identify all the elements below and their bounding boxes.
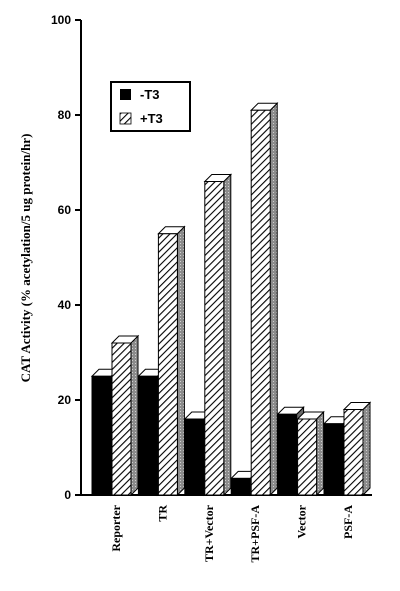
bar-plus-t3 <box>342 401 372 497</box>
bar-plus-t3 <box>110 334 140 497</box>
bar-side <box>223 173 232 497</box>
bar-front <box>204 181 225 496</box>
bar-front <box>277 413 298 496</box>
bar-front <box>137 375 158 496</box>
category-label: TR+PSF-A <box>248 505 262 563</box>
y-axis-title: CAT Activity (% acetylation/5 ug protein… <box>18 134 33 383</box>
y-tick-label: 60 <box>58 203 72 217</box>
category-label: TR <box>155 505 169 522</box>
legend-swatch-minus-t3 <box>120 89 131 100</box>
bar-front <box>323 423 344 496</box>
bar-front <box>91 375 112 496</box>
bar-front <box>343 409 364 496</box>
category-label: PSF-A <box>341 505 355 539</box>
y-tick-label: 20 <box>58 393 72 407</box>
category-label: Vector <box>295 504 309 538</box>
bar-side <box>130 334 139 497</box>
bar-plus-t3 <box>203 173 233 497</box>
bar-front <box>111 342 132 496</box>
bar-side <box>269 102 278 497</box>
category-labels: Reporter TR TR+Vector TR+PSF-A Vector PSF-A <box>109 504 355 562</box>
bar-front <box>230 477 251 496</box>
bar-front <box>297 418 318 496</box>
y-tick-label: 40 <box>58 298 72 312</box>
bar-side <box>176 225 185 497</box>
y-tick-label: 80 <box>58 108 72 122</box>
bar-side <box>362 401 371 497</box>
legend: -T3 +T3 <box>110 81 191 132</box>
bar-plus-t3 <box>157 225 186 497</box>
y-ticks: 0 20 40 60 80 100 <box>51 13 81 502</box>
bar-side <box>316 410 325 497</box>
legend-label-plus-t3: +T3 <box>140 111 163 126</box>
legend-swatch-plus-t3 <box>119 112 132 125</box>
category-label: TR+Vector <box>202 504 216 562</box>
category-label: Reporter <box>109 504 123 551</box>
bar-plus-t3 <box>249 102 279 497</box>
bar-front <box>157 233 178 496</box>
legend-label-minus-t3: -T3 <box>140 87 160 102</box>
bar-plus-t3 <box>296 410 325 497</box>
y-tick-label: 100 <box>51 13 71 27</box>
bar-front <box>184 418 205 496</box>
bars <box>90 102 372 497</box>
bar-front <box>250 109 271 496</box>
y-tick-label: 0 <box>64 488 71 502</box>
